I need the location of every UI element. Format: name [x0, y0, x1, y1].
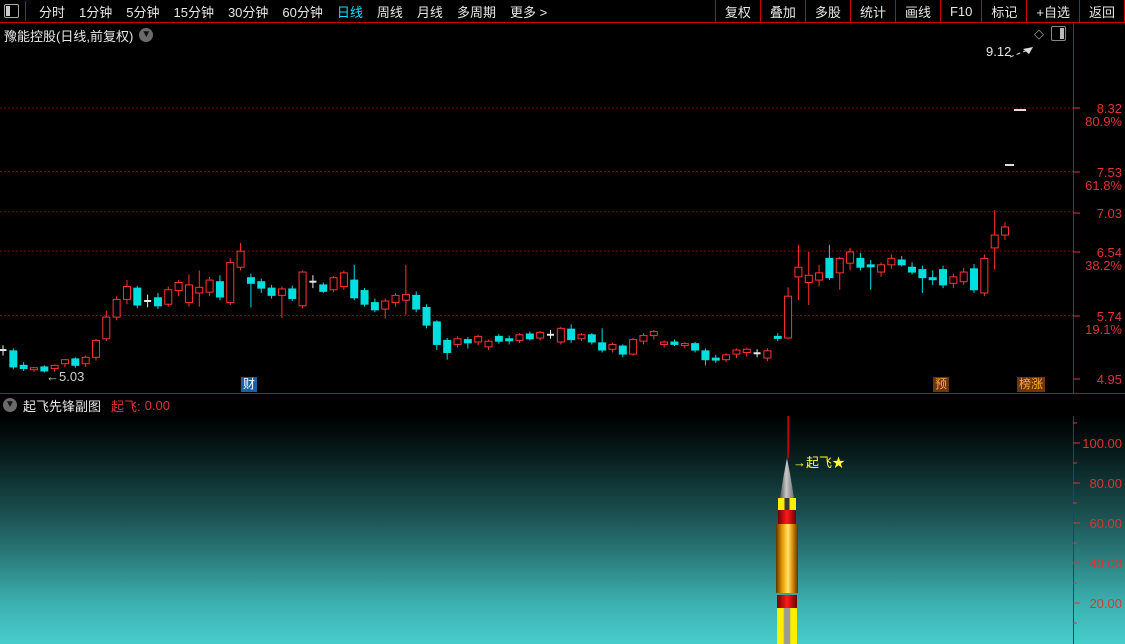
period-tab-月线[interactable]: 月线	[416, 4, 443, 20]
price-axis-label: 7.03	[1096, 206, 1122, 221]
sub-axis-label: 80.00	[1089, 476, 1122, 491]
period-tab-60分钟[interactable]: 60分钟	[282, 4, 323, 20]
period-tab-多周期[interactable]: 多周期	[456, 4, 496, 20]
event-badge-预[interactable]: 预	[933, 377, 950, 392]
low-price-annotation: ←5.03	[46, 369, 85, 384]
toolbar-button-统计[interactable]: 统计	[849, 0, 895, 22]
sub-axis-label: 60.00	[1089, 516, 1122, 531]
indicator-value: 0.00	[144, 397, 170, 413]
period-toolbar: 分时 1分钟 5分钟 15分钟 30分钟 60分钟 日线 周线 月线 多周期 更多 > 复权 叠加 多股…	[0, 0, 1125, 23]
sub-axis-label: 20.00	[1089, 596, 1122, 611]
diamond-icon[interactable]: ◇	[1034, 26, 1044, 41]
chevron-down-icon[interactable]: ▼	[139, 28, 154, 42]
toolbar-button-返回[interactable]: 返回	[1078, 0, 1125, 22]
toolbar-actions: 复权 叠加 多股 统计 画线 F10 标记 +自选 返回	[714, 0, 1125, 22]
takeoff-signal-label: →起飞★	[793, 455, 846, 470]
period-tabs: 分时 1分钟 5分钟 15分钟 30分钟 60分钟 日线 周线 月线 多周期 更多 >	[32, 0, 554, 23]
price-axis-label: 8.32	[1096, 101, 1122, 116]
period-tab-更多 >[interactable]: 更多 >	[509, 4, 548, 20]
rocket-tail	[777, 608, 797, 644]
period-tab-15分钟[interactable]: 15分钟	[173, 4, 214, 20]
indicator-series-label: 起飞:	[111, 398, 141, 414]
fib-percent-label: 38.2%	[1085, 258, 1122, 273]
fib-percent-label: 19.1%	[1085, 322, 1122, 337]
period-tab-5分钟[interactable]: 5分钟	[126, 4, 160, 20]
toolbar-button-+自选[interactable]: +自选	[1026, 0, 1079, 22]
chart-title-bar: 豫能控股(日线,前复权) ▼	[0, 23, 1073, 47]
high-price-annotation: 9.12	[986, 44, 1012, 59]
period-tab-日线[interactable]: 日线	[336, 4, 363, 20]
toolbar-button-F10[interactable]: F10	[939, 0, 981, 22]
rocket-red-band-top	[778, 510, 796, 524]
price-axis-label: 6.54	[1096, 245, 1122, 260]
toolbar-button-画线[interactable]: 画线	[894, 0, 940, 22]
sub-axis-label: 40.00	[1089, 556, 1122, 571]
price-axis-label: 7.53	[1096, 165, 1122, 180]
rocket-body	[776, 524, 798, 593]
period-tab-分时[interactable]: 分时	[39, 4, 66, 20]
pane-divider	[0, 393, 1125, 394]
sub-indicator-header: ▼ 起飞先锋副图 起飞: 0.00	[0, 394, 1125, 416]
toolbar-separator	[25, 1, 26, 21]
toolbar-button-多股[interactable]: 多股	[804, 0, 850, 22]
event-badge-榜涨[interactable]: 榜涨	[1017, 377, 1046, 392]
chevron-down-icon[interactable]: ▼	[3, 398, 17, 412]
panel-icon[interactable]	[4, 4, 19, 18]
period-tab-周线[interactable]: 周线	[376, 4, 403, 20]
rocket-collar-band	[778, 498, 796, 510]
sub-indicator-area[interactable]	[0, 416, 1125, 644]
rocket-red-band-bottom	[777, 595, 797, 608]
period-tab-1分钟[interactable]: 1分钟	[79, 4, 113, 20]
indicator-name: 起飞先锋副图	[23, 398, 102, 414]
title-right-icons: ◇	[1034, 26, 1066, 41]
axis-border	[1073, 23, 1074, 644]
period-tab-30分钟[interactable]: 30分钟	[227, 4, 269, 20]
sub-axis-label: 100.00	[1082, 436, 1122, 451]
event-badge-财[interactable]: 财	[241, 377, 258, 392]
toolbar-button-标记[interactable]: 标记	[981, 0, 1026, 22]
fib-percent-label: 61.8%	[1085, 178, 1122, 193]
fib-percent-label: 80.9%	[1085, 114, 1122, 129]
price-axis-label: 5.74	[1096, 309, 1122, 324]
price-axis-label: 4.95	[1096, 372, 1122, 387]
toolbar-button-复权[interactable]: 复权	[714, 0, 760, 22]
toolbar-button-叠加[interactable]: 叠加	[759, 0, 805, 22]
page-title: 豫能控股(日线,前复权)	[4, 28, 134, 44]
window-icon[interactable]	[1051, 26, 1066, 41]
